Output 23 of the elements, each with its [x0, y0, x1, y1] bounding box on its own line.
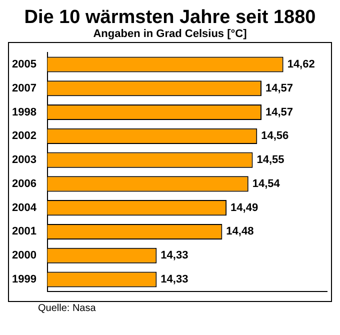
- y-tick-label: 2003: [12, 154, 36, 166]
- data-label: 14,55: [256, 154, 284, 166]
- y-tick-label: 2004: [12, 202, 38, 214]
- y-tick-label: 2006: [12, 178, 36, 190]
- y-tick-label: 2002: [12, 130, 36, 142]
- data-label: 14,33: [160, 273, 188, 286]
- y-tick-label: 1998: [12, 106, 36, 118]
- y-tick-label: 1999: [12, 273, 36, 286]
- data-label: 14,48: [226, 226, 254, 238]
- source-note: Quelle: Nasa: [38, 303, 97, 314]
- chart-subtitle: Angaben in Grad Celsius [°C]: [92, 28, 248, 40]
- y-tick-label: 2000: [12, 250, 36, 262]
- data-label: 14,57: [265, 82, 294, 94]
- data-label: 14,57: [265, 106, 294, 118]
- y-tick-label: 2007: [12, 82, 36, 94]
- y-tick-label: 2001: [12, 226, 36, 238]
- data-label: 14,54: [252, 178, 281, 190]
- data-label: 14,62: [287, 58, 315, 71]
- data-label: 14,49: [230, 202, 258, 214]
- y-tick-label: 2005: [12, 58, 36, 71]
- data-label: 14,56: [261, 130, 289, 142]
- chart-title: Die 10 wärmsten Jahre seit 1880: [23, 7, 317, 28]
- data-label: 14,33: [160, 250, 188, 262]
